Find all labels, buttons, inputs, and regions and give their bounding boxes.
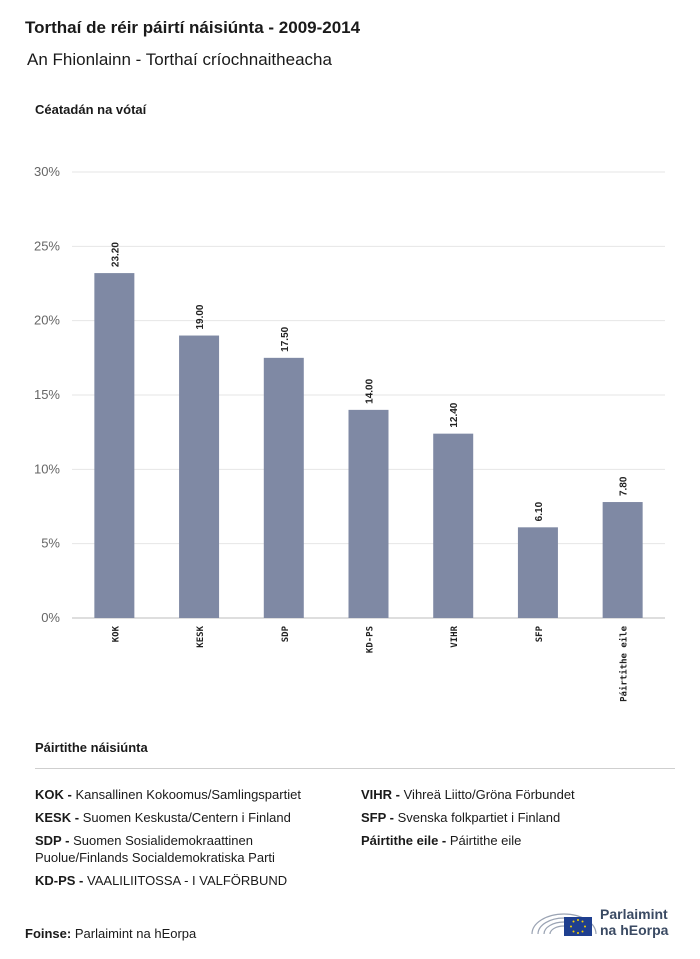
x-tick-label: Páirtithe eile [619,625,630,701]
legend-name: VAALILIITOSSA - I VALFÖRBUND [87,873,288,888]
bar-value-label: 14.00 [365,378,376,403]
y-tick-label: 30% [34,164,60,179]
bar-value-label: 7.80 [619,476,630,496]
logo-line-2: na hEorpa [600,922,669,938]
y-tick-label: 20% [34,313,60,328]
logo-text: Parlaimint na hEorpa [600,906,668,938]
legend-divider [35,768,675,769]
bar [94,273,135,618]
bar [263,357,304,618]
bar [517,527,558,618]
logo-line-1: Parlaimint [600,906,668,922]
legend-name: Kansallinen Kokoomus/Samlingspartiet [75,787,301,802]
legend-abbr: SFP - [361,810,394,825]
legend-item: VIHR - Vihreä Liitto/Gröna Förbundet [361,786,671,803]
y-tick-label: 5% [41,536,60,551]
bar-value-label: 23.20 [110,242,121,267]
european-parliament-hemicycle-icon [531,913,597,936]
bar-value-label: 19.00 [195,304,206,329]
y-tick-label: 15% [34,387,60,402]
legend-name: Vihreä Liitto/Gröna Förbundet [403,787,575,802]
x-tick-label: KD-PS [366,626,376,653]
bar [433,433,474,618]
legend-column-right: VIHR - Vihreä Liitto/Gröna Förbundet SFP… [361,786,671,855]
legend-title: Páirtithe náisiúnta [35,740,148,755]
y-tick-label: 25% [34,238,60,253]
x-tick-label: VIHR [450,625,460,647]
source-label: Foinse: [25,926,72,941]
legend-column-left: KOK - Kansallinen Kokoomus/Samlingsparti… [35,786,345,895]
bar [348,409,389,618]
legend-item: KD-PS - VAALILIITOSSA - I VALFÖRBUND [35,872,345,889]
legend-abbr: SDP - [35,833,70,848]
bar [602,502,643,618]
bar-value-label: 12.40 [449,402,460,427]
x-tick-label: SDP [281,625,291,642]
bar [179,335,220,618]
x-tick-label: KOK [111,625,121,642]
bar-value-label: 17.50 [280,326,291,351]
chart-title: Torthaí de réir páirtí náisiúnta - 2009-… [25,18,361,37]
legend-abbr: Páirtithe eile - [361,833,447,848]
legend-name: Páirtithe eile [449,833,522,848]
source-note: Foinse: Parlaimint na hEorpa [25,926,196,941]
legend-item: KOK - Kansallinen Kokoomus/Samlingsparti… [35,786,345,803]
legend-abbr: VIHR - [361,787,400,802]
legend-item: SFP - Svenska folkpartiet i Finland [361,809,671,826]
y-axis-label: Céatadán na vótaí [35,102,147,117]
bar-value-label: 6.10 [534,501,545,521]
y-tick-label: 10% [34,461,60,476]
y-tick-label: 0% [41,610,60,625]
legend-abbr: KESK - [35,810,80,825]
chart-subtitle: An Fhionlainn - Torthaí críochnaitheacha [27,50,332,69]
legend-item: KESK - Suomen Keskusta/Centern i Finland [35,809,345,826]
legend-item: SDP - Suomen Sosialidemokraattinen Puolu… [35,832,345,866]
x-tick-label: KESK [196,625,206,647]
bar-chart: 0% 5% 10% 15% 20% 25% 30% 23.20 KOK 19.00 KESK 17.5… [34,164,665,702]
legend-item: Páirtithe eile - Páirtithe eile [361,832,671,849]
legend-name: Svenska folkpartiet i Finland [397,810,561,825]
source-text: Parlaimint na hEorpa [74,926,197,941]
legend-abbr: KD-PS - [35,873,84,888]
legend-abbr: KOK - [35,787,72,802]
x-tick-label: SFP [535,625,545,642]
legend-name: Suomen Keskusta/Centern i Finland [82,810,291,825]
legend-name: Suomen Sosialidemokraattinen Puolue/Finl… [35,833,275,865]
